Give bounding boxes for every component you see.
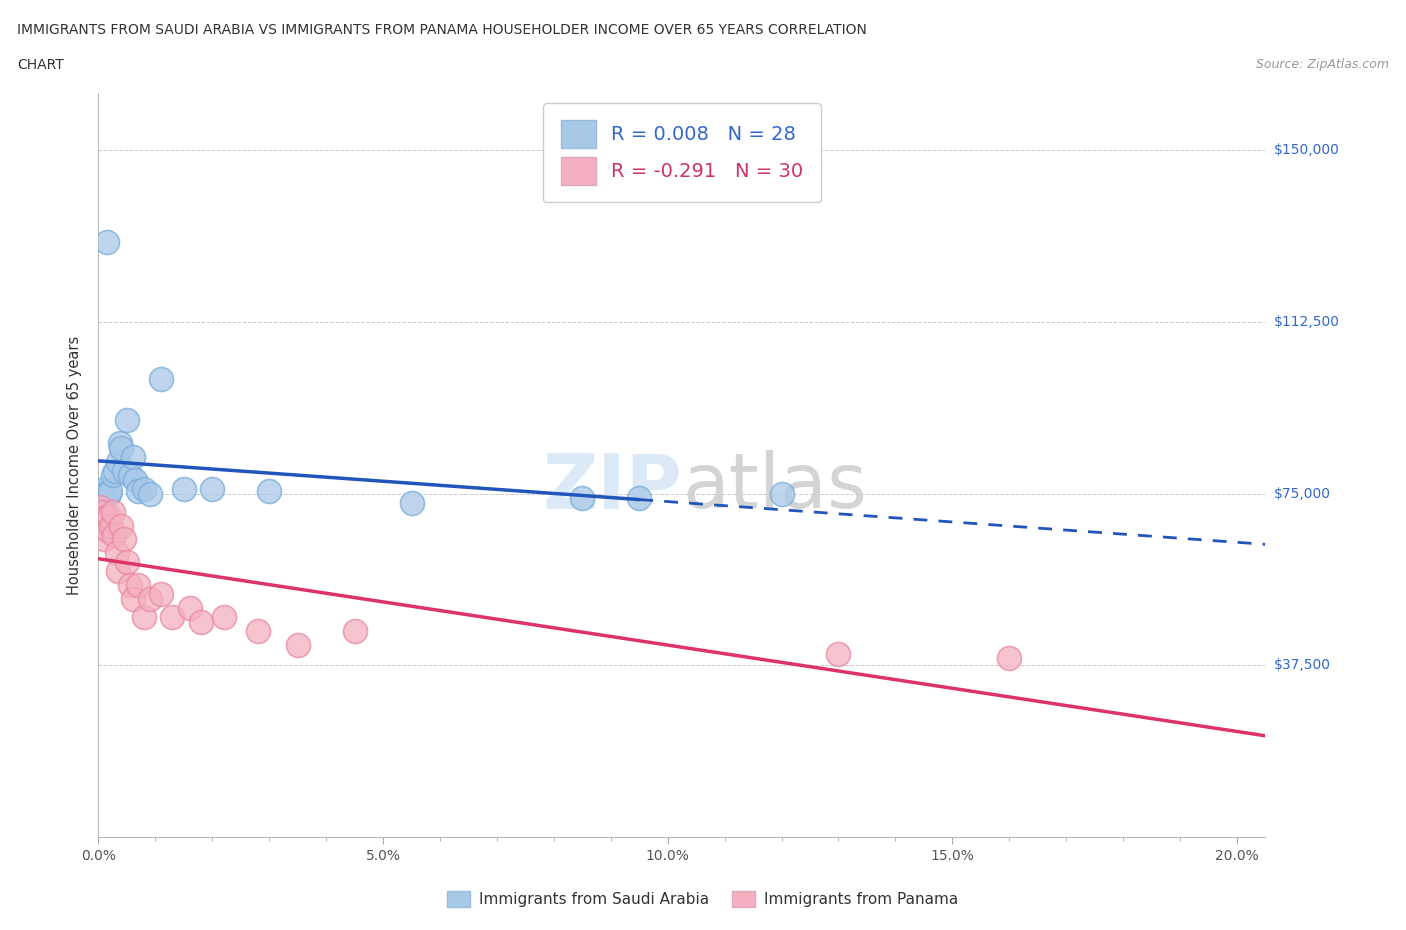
Point [97,486,120,501]
Text: atlas: atlas [682,450,866,525]
Point [121,591,143,606]
Point [98,484,121,498]
Point [173,482,195,497]
Point [287,637,309,652]
Point [103,527,125,542]
Point [90,486,112,501]
Point [138,591,160,606]
Point [127,578,149,592]
Point [190,615,212,630]
Point [91,518,114,533]
Point [94,486,117,501]
Point [628,491,651,506]
Point [132,482,155,497]
Point [101,468,124,483]
Point [138,486,160,501]
Point [108,436,131,451]
Point [343,623,366,638]
Y-axis label: Householder Income Over 65 years: Householder Income Over 65 years [67,336,83,594]
Point [101,504,124,519]
Point [127,484,149,498]
Point [110,518,132,533]
Point [770,486,793,501]
Point [115,555,138,570]
Point [112,532,135,547]
Point [212,610,235,625]
Point [998,651,1021,666]
Point [401,496,423,511]
Point [91,484,114,498]
Text: CHART: CHART [17,58,63,72]
Point [96,523,118,538]
Point [150,587,173,602]
Text: ZIP: ZIP [543,450,682,525]
Text: $112,500: $112,500 [1274,315,1340,329]
Point [121,449,143,464]
Point [118,468,141,483]
Point [97,509,120,524]
Point [100,518,122,533]
Point [94,509,117,524]
Point [107,564,129,578]
Point [124,472,146,487]
Point [201,482,224,497]
Point [827,646,849,661]
Text: $150,000: $150,000 [1274,143,1340,157]
Text: $37,500: $37,500 [1274,658,1330,672]
Legend: R = 0.008   N = 28, R = -0.291   N = 30: R = 0.008 N = 28, R = -0.291 N = 30 [543,102,821,203]
Text: Source: ZipAtlas.com: Source: ZipAtlas.com [1256,58,1389,71]
Text: $75,000: $75,000 [1274,486,1330,500]
Point [93,482,115,497]
Point [112,463,135,478]
Point [104,463,127,478]
Point [118,578,141,592]
Point [246,623,269,638]
Point [96,234,118,249]
Point [571,491,593,506]
Point [150,372,173,387]
Point [162,610,184,625]
Point [105,546,128,561]
Point [93,532,115,547]
Point [257,484,280,498]
Text: IMMIGRANTS FROM SAUDI ARABIA VS IMMIGRANTS FROM PANAMA HOUSEHOLDER INCOME OVER 6: IMMIGRANTS FROM SAUDI ARABIA VS IMMIGRAN… [17,23,866,37]
Point [179,601,201,616]
Point [110,441,132,456]
Point [90,504,112,519]
Point [89,500,111,515]
Point [132,610,155,625]
Legend: Immigrants from Saudi Arabia, Immigrants from Panama: Immigrants from Saudi Arabia, Immigrants… [441,884,965,913]
Point [115,413,138,428]
Point [107,454,129,469]
